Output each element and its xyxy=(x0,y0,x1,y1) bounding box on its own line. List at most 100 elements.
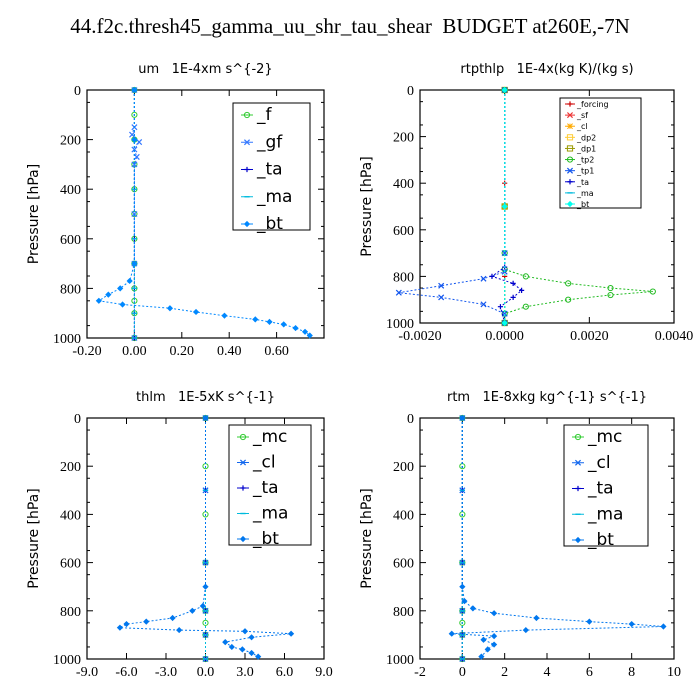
data-point-bt xyxy=(131,260,138,267)
legend-label: _ma xyxy=(576,189,594,198)
data-point-ta xyxy=(510,280,516,286)
data-point-bt xyxy=(280,321,287,328)
y-axis-label: Pressure [hPa] xyxy=(26,164,42,264)
legend-marker xyxy=(239,433,247,441)
legend-label: _ma xyxy=(256,187,292,207)
legend-label: _ta xyxy=(576,178,589,187)
x-tick-label: 0.40 xyxy=(217,344,242,359)
data-point-bt xyxy=(292,324,299,332)
x-tick-label: -9.0 xyxy=(76,665,98,680)
legend: _mc _cl _ta _ma _bt xyxy=(563,424,649,550)
x-tick-label: 0.20 xyxy=(170,344,195,359)
x-tick-label: 0.0040 xyxy=(655,329,694,344)
series-line-bt xyxy=(118,418,292,658)
data-point-tp2 xyxy=(649,288,656,295)
y-tick-label: 200 xyxy=(393,460,414,475)
legend-marker xyxy=(566,112,574,119)
data-point-bt xyxy=(105,291,112,298)
data-point-bt xyxy=(189,607,196,614)
legend-label: _gf xyxy=(256,132,283,152)
legend-marker xyxy=(243,111,251,119)
data-point-bt xyxy=(478,653,485,660)
legend-marker xyxy=(244,166,250,173)
data-point-tp2 xyxy=(522,303,529,310)
legend-marker xyxy=(566,200,574,208)
legend-marker xyxy=(239,535,247,543)
legend-label: _bt xyxy=(587,530,614,550)
panel-title: um 1E-4xm s^{-2} xyxy=(138,62,272,77)
data-point-bt xyxy=(522,626,529,634)
legend-box xyxy=(563,424,649,547)
legend-marker xyxy=(239,459,247,466)
data-point-bt xyxy=(252,316,259,323)
data-point-bt xyxy=(166,305,174,312)
x-tick-label: 0 xyxy=(459,665,466,680)
data-point-bt xyxy=(95,297,102,304)
series-line-ta xyxy=(490,90,523,324)
panel-title: rtpthlp 1E-4x(kg K)/(kg s) xyxy=(460,62,633,77)
data-point-bt xyxy=(448,630,455,637)
legend-label: _forcing xyxy=(576,100,609,109)
legend-label: _ma xyxy=(587,504,623,524)
x-tick-label: 6 xyxy=(586,665,593,680)
legend-label: _bt xyxy=(252,529,279,549)
data-point-tp2 xyxy=(607,291,614,299)
data-point-bt xyxy=(169,614,176,622)
panel-2: rtpthlp 1E-4x(kg K)/(kg s) Pressure [hPa]… xyxy=(359,62,693,344)
data-point-bt xyxy=(202,583,209,590)
legend-label: _ta xyxy=(587,479,614,499)
legend-marker xyxy=(243,220,251,228)
data-point-bt xyxy=(176,626,183,634)
data-point-tp2 xyxy=(522,273,529,280)
legend-marker xyxy=(566,145,574,152)
x-tick-label: 9.0 xyxy=(315,665,333,680)
x-tick-label: 4 xyxy=(544,665,551,680)
legend-marker xyxy=(574,459,582,466)
data-point-ta xyxy=(497,304,504,310)
data-point-bt xyxy=(501,86,508,94)
data-point-bt xyxy=(248,634,255,641)
data-point-ta xyxy=(510,294,516,300)
y-tick-label: 600 xyxy=(393,557,414,572)
data-point-bt xyxy=(490,641,498,648)
legend-marker xyxy=(567,179,573,185)
data-point-bt xyxy=(533,614,540,622)
data-point-bt xyxy=(241,628,249,635)
data-point-bt xyxy=(255,653,262,660)
y-tick-label: 0 xyxy=(407,84,414,99)
legend-marker xyxy=(574,536,582,544)
x-tick-label: 8 xyxy=(628,665,635,680)
legend-label: _dp1 xyxy=(576,144,596,153)
legend-label: _bt xyxy=(576,200,589,209)
data-point-tp1 xyxy=(395,289,402,296)
data-point-bt xyxy=(484,646,491,653)
data-point-gf xyxy=(133,153,140,160)
y-tick-label: 1000 xyxy=(386,317,414,332)
legend-box xyxy=(559,97,642,209)
data-point-bt xyxy=(199,602,206,610)
x-tick-label: -0.0020 xyxy=(398,329,441,344)
data-point-bt xyxy=(490,633,498,640)
y-tick-label: 800 xyxy=(393,605,414,620)
data-point-tp2 xyxy=(565,296,572,303)
x-tick-label: 0.00 xyxy=(122,344,147,359)
data-point-tp2 xyxy=(565,280,572,287)
legend-label: _ta xyxy=(252,478,279,498)
y-axis-label: Pressure [hPa] xyxy=(359,156,375,256)
y-tick-label: 800 xyxy=(393,270,414,285)
y-tick-label: 1000 xyxy=(53,332,81,347)
y-tick-label: 600 xyxy=(60,233,81,248)
x-tick-label: -2 xyxy=(414,665,426,680)
y-axis-label: Pressure [hPa] xyxy=(359,488,375,588)
data-point-bt xyxy=(123,620,130,628)
legend-marker xyxy=(567,101,573,107)
series-line-gf xyxy=(131,90,140,338)
legend-label: _mc xyxy=(587,427,622,447)
data-point-bt xyxy=(221,312,228,319)
data-point-bt xyxy=(660,623,667,630)
legend-marker xyxy=(240,485,246,491)
legend-marker xyxy=(243,139,251,146)
legend-label: _mc xyxy=(252,427,287,447)
y-tick-label: 600 xyxy=(393,224,414,239)
data-point-tp2 xyxy=(607,284,614,292)
